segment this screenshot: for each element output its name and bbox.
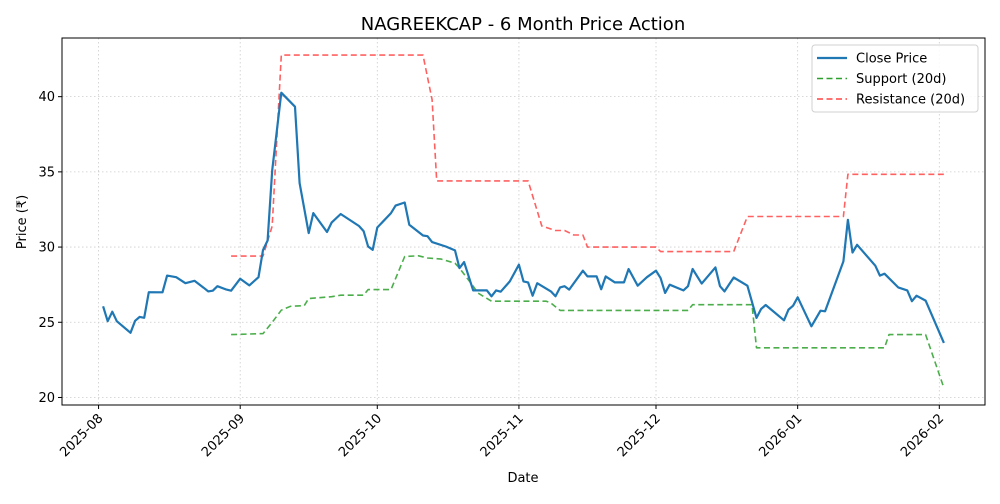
y-tick-label: 20 bbox=[38, 391, 55, 406]
series-line-resistance-20d bbox=[231, 54, 944, 257]
series-line-support-20d bbox=[231, 255, 945, 389]
series-line-close-price bbox=[102, 91, 945, 344]
legend-label: Support (20d) bbox=[856, 72, 946, 87]
y-tick-label: 25 bbox=[38, 316, 55, 331]
chart-title: NAGREEKCAP - 6 Month Price Action bbox=[361, 14, 685, 35]
y-tick-label: 35 bbox=[38, 165, 55, 180]
y-axis-label: Price (₹) bbox=[15, 195, 30, 249]
y-axis: 20 25 30 35 40 bbox=[38, 90, 62, 406]
legend-label: Close Price bbox=[856, 52, 927, 67]
legend-box bbox=[811, 44, 979, 113]
y-tick-label: 30 bbox=[38, 241, 55, 256]
legend: Close Price Support (20d) Resistance (20d) bbox=[811, 44, 979, 113]
series-lines bbox=[102, 54, 945, 389]
plot-frame bbox=[61, 37, 986, 406]
legend-label: Resistance (20d) bbox=[856, 93, 965, 108]
y-tick-label: 40 bbox=[38, 90, 55, 105]
x-axis-label: Date bbox=[507, 471, 538, 486]
